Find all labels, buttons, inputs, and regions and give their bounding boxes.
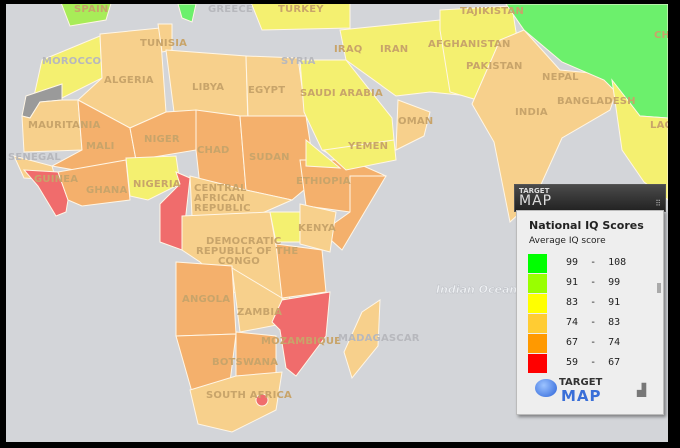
legend-swatch	[528, 334, 547, 353]
map-canvas[interactable]: SPAIN GREECE TURKEY TUNISIA MOROCCO ALGE…	[6, 4, 668, 442]
label-zambia: ZAMBIA	[237, 307, 282, 318]
label-turkey: TURKEY	[278, 4, 324, 15]
label-libya: LIBYA	[192, 82, 224, 93]
country-madagascar[interactable]	[343, 299, 381, 380]
label-madagascar: MADAGASCAR	[338, 333, 420, 344]
label-india: INDIA	[515, 107, 548, 118]
logo-globe-icon	[535, 379, 557, 397]
legend-panel[interactable]: TARGET MAP ⠿ National IQ Scores Average …	[514, 184, 666, 415]
legend-item[interactable]: 59 - 67	[528, 354, 648, 373]
country-car[interactable]	[189, 175, 294, 217]
label-tajikistan: TAJIKISTAN	[460, 6, 524, 17]
label-niger: NIGER	[144, 134, 180, 145]
label-syria: SYRIA	[281, 56, 316, 67]
country-turkey[interactable]	[250, 4, 351, 31]
label-drc-3: CONGO	[218, 256, 260, 267]
label-greece: GREECE	[208, 4, 253, 15]
country-se-asia[interactable]	[611, 78, 668, 201]
label-car-1: CENTRAL	[194, 183, 247, 194]
label-spain: SPAIN	[74, 4, 108, 15]
label-ethiopia: ETHIOPIA	[296, 176, 351, 187]
legend-swatch	[528, 254, 547, 273]
country-tanzania[interactable]	[275, 243, 327, 299]
country-south-africa[interactable]	[189, 371, 283, 433]
label-algeria: ALGERIA	[104, 75, 154, 86]
legend-header[interactable]: TARGET MAP ⠿	[514, 184, 666, 212]
label-mozambique: MOZAMBIQUE	[261, 336, 341, 347]
label-china: CHINA	[654, 30, 668, 41]
logo-text-small: TARGET	[559, 377, 603, 388]
legend-range: 67 - 74	[566, 337, 621, 348]
legend-item[interactable]: 74 - 83	[528, 314, 648, 333]
label-ghana: GHANA	[86, 185, 127, 196]
label-afghanistan: AFGHANISTAN	[428, 39, 511, 50]
legend-subtitle: Average IQ score	[529, 236, 606, 246]
label-bangladesh: BANGLADESH	[557, 96, 636, 107]
label-yemen: YEMEN	[347, 141, 388, 152]
label-mali: MALI	[86, 141, 115, 152]
label-tunisia: TUNISIA	[140, 38, 187, 49]
legend-title: National IQ Scores	[529, 219, 644, 232]
label-pakistan: PAKISTAN	[466, 61, 523, 72]
legend-range: 91 - 99	[566, 277, 621, 288]
country-mozambique[interactable]	[271, 291, 331, 377]
legend-item[interactable]: 91 - 99	[528, 274, 648, 293]
legend-range: 74 - 83	[566, 317, 621, 328]
targetmap-logo[interactable]: TARGET MAP	[535, 377, 625, 407]
label-car-2: AFRICAN	[194, 193, 245, 204]
label-drc-2: REPUBLIC OF THE	[196, 246, 298, 257]
label-senegal: SENEGAL	[8, 152, 61, 163]
bar-chart-icon[interactable]: ▟	[637, 383, 647, 397]
legend-swatch	[528, 314, 547, 333]
label-chad: CHAD	[197, 145, 230, 156]
legend-body: National IQ Scores Average IQ score 99 -…	[516, 210, 664, 415]
country-yemen[interactable]	[322, 139, 397, 171]
brand-small: TARGET	[519, 187, 550, 195]
country-kenya[interactable]	[299, 203, 337, 253]
label-sudan: SUDAN	[249, 152, 290, 163]
legend-range: 99 - 108	[566, 257, 627, 268]
label-nepal: NEPAL	[542, 72, 579, 83]
legend-swatch	[528, 274, 547, 293]
label-mauritania: MAURITANIA	[28, 120, 101, 131]
label-nigeria: NIGERIA	[133, 179, 181, 190]
label-indian-ocean: Indian Ocean	[436, 283, 517, 296]
legend-item[interactable]: 83 - 91	[528, 294, 648, 313]
legend-range: 83 - 91	[566, 297, 621, 308]
label-drc-1: DEMOCRATIC	[206, 236, 281, 247]
drag-grip-icon[interactable]: ⠿	[655, 199, 661, 208]
label-laos: LAOS	[650, 120, 668, 131]
legend-scrollbar[interactable]	[657, 283, 661, 293]
label-saudi-arabia: SAUDI ARABIA	[300, 88, 383, 99]
label-kenya: KENYA	[298, 223, 336, 234]
country-eritrea[interactable]	[305, 138, 342, 169]
label-egypt: EGYPT	[248, 85, 285, 96]
country-nigeria[interactable]	[125, 155, 181, 201]
label-south-africa: SOUTH AFRICA	[206, 390, 292, 401]
country-ghana[interactable]	[57, 159, 131, 207]
label-angola: ANGOLA	[182, 294, 230, 305]
legend-item[interactable]: 67 - 74	[528, 334, 648, 353]
country-mauritania[interactable]	[21, 99, 83, 153]
logo-text-large: MAP	[561, 387, 602, 405]
brand-large: MAP	[519, 193, 553, 209]
label-botswana: BOTSWANA	[212, 357, 278, 368]
label-guinea: GUINEA	[34, 174, 78, 185]
legend-swatch	[528, 294, 547, 313]
label-morocco: MOROCCO	[42, 56, 101, 67]
label-car-3: REPUBLIC	[194, 203, 251, 214]
country-lesotho[interactable]	[255, 393, 269, 407]
legend-item[interactable]: 99 - 108	[528, 254, 648, 273]
legend-range: 59 - 67	[566, 357, 621, 368]
label-iran: IRAN	[380, 44, 408, 55]
country-oman[interactable]	[395, 99, 431, 151]
country-greece[interactable]	[177, 4, 197, 23]
legend-swatch	[528, 354, 547, 373]
country-morocco[interactable]	[33, 35, 103, 99]
label-oman: OMAN	[398, 116, 433, 127]
label-iraq: IRAQ	[334, 44, 362, 55]
country-spain[interactable]	[60, 4, 112, 27]
country-india[interactable]	[471, 29, 623, 223]
